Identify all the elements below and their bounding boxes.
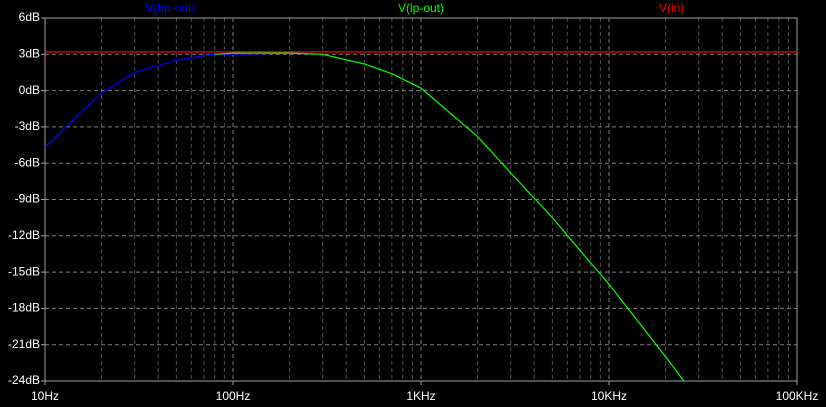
plot-frame [44,17,798,382]
y-tick-label: -12dB [8,228,40,242]
y-tick-label: -21dB [8,337,40,351]
x-tick-label: 10Hz [31,389,59,403]
y-tick-label: -6dB [15,155,40,169]
x-tick-label: 100KHz [776,389,819,403]
x-tick-label: 1KHz [406,389,435,403]
y-tick-label: -18dB [8,301,40,315]
y-tick-label: -15dB [8,264,40,278]
series-line [214,52,685,382]
legend-entry: V(lp-out) [398,1,444,15]
x-tick-label: 10KHz [591,389,627,403]
legend-entry: V(in) [659,1,684,15]
y-tick-label: -24dB [8,373,40,387]
y-tick-label: -9dB [15,192,40,206]
x-tick-label: 100Hz [216,389,251,403]
y-tick-label: 0dB [19,83,40,97]
y-tick-label: -3dB [15,119,40,133]
y-tick-label: 3dB [19,46,40,60]
series-line [44,52,323,148]
legend-entry: V(hp-out) [145,1,195,15]
y-tick-label: 6dB [19,10,40,24]
